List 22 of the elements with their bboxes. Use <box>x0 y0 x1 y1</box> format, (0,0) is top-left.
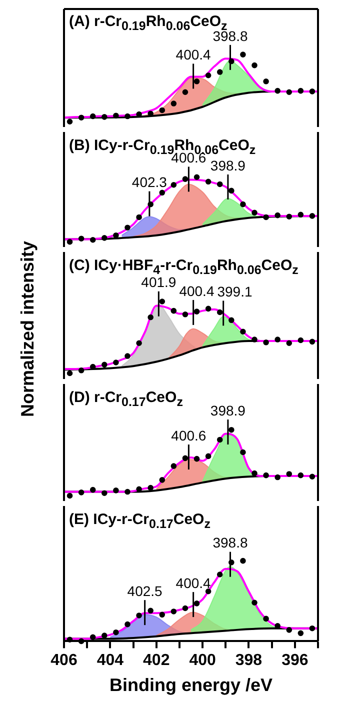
x-tick-label: 400 <box>189 652 216 670</box>
annotation: 400.4 <box>176 574 212 591</box>
x-tick-label: 406 <box>50 652 78 670</box>
annotation: 400.4 <box>176 46 212 63</box>
annotation: 402.5 <box>127 582 163 599</box>
annotation: 398.9 <box>210 157 246 174</box>
chart-title: (C) ICy·HBF$_{4}$-r-Cr$_{0.19}$Rh$_{0.06}$CeO$_{z}$ <box>69 257 298 277</box>
annotation: 399.1 <box>217 284 252 300</box>
chart-title: (E) ICy-r-Cr$_{0.17}$CeO$_{z}$ <box>69 511 210 533</box>
x-tick-label: 396 <box>282 652 308 670</box>
y-axis-title: Normalized intensity <box>18 240 38 418</box>
annotation: 402.3 <box>132 174 168 190</box>
x-axis-title: Binding energy /eV <box>109 675 273 696</box>
annotation: 401.9 <box>141 274 176 290</box>
annotation: 398.8 <box>212 534 248 551</box>
x-tick-label: 398 <box>235 652 262 670</box>
x-tick-label: 402 <box>143 652 170 670</box>
x-tick-label: 404 <box>96 652 124 670</box>
annotation: 398.9 <box>210 402 246 418</box>
annotation: 400.6 <box>171 427 206 444</box>
chart-title: (D) r-Cr$_{0.17}$CeO$_{z}$ <box>69 389 183 411</box>
annotation: 400.4 <box>179 282 214 299</box>
